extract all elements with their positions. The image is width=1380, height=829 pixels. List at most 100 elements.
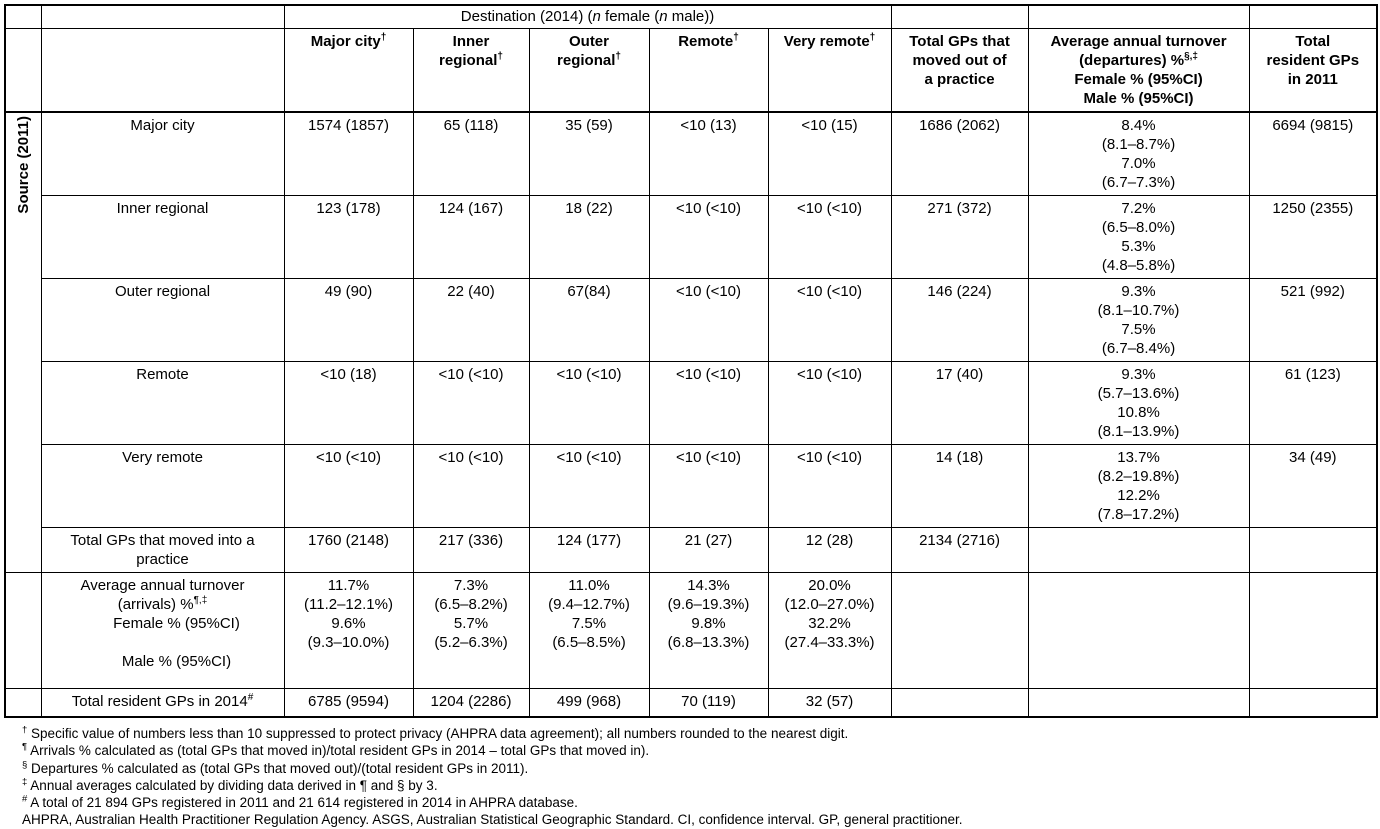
data-cell: 14 (18): [890, 444, 1029, 528]
data-cell: 271 (372): [890, 195, 1029, 279]
data-cell: 1574 (1857): [283, 111, 414, 196]
data-cell: <10 (<10): [648, 278, 769, 362]
table-row-remote: Remote <10 (18) <10 (<10) <10 (<10) <10 …: [5, 361, 1378, 445]
turnover-cell: 9.3% (8.1–10.7%) 7.5% (6.7–8.4%): [1027, 278, 1250, 362]
row-label-inner-regional: Inner regional: [40, 195, 285, 279]
data-cell: 499 (968): [528, 688, 650, 718]
empty-cell: [1027, 688, 1250, 718]
data-cell: 2134 (2716): [890, 527, 1029, 573]
col-header-total-resident-2011: Total resident GPs in 2011: [1248, 28, 1378, 113]
footnote: § Departures % calculated as (total GPs …: [22, 759, 529, 776]
data-cell: 35 (59): [528, 111, 650, 196]
empty-header-cell: [890, 4, 1029, 29]
data-cell: 32 (57): [767, 688, 892, 718]
data-cell: 34 (49): [1248, 444, 1378, 528]
data-cell: 21 (27): [648, 527, 769, 573]
table-row-total-moved-in: Total GPs that moved into a practice 176…: [5, 527, 1378, 573]
destination-header-row: Destination (2014) (n female (n male)): [4, 4, 1378, 29]
table-row-turnover-arrivals: Average annual turnover (arrivals) %¶,‡ …: [4, 572, 1378, 689]
dagger-sup: †: [497, 51, 503, 62]
row-label-total-moved-in: Total GPs that moved into a practice: [40, 527, 285, 573]
data-cell: <10 (<10): [283, 444, 414, 528]
footnotes: † Specific value of numbers less than 10…: [22, 725, 1380, 829]
corner-cell: [4, 28, 42, 113]
data-cell: 12 (28): [767, 527, 892, 573]
dagger-sup: †: [615, 51, 621, 62]
data-cell: <10 (<10): [648, 195, 769, 279]
empty-header-cell: [1248, 4, 1378, 29]
empty-header-cell: [1027, 4, 1250, 29]
col-header-turnover-departures: Average annual turnover (departures) %§,‡…: [1027, 28, 1250, 113]
arrivals-cell: 11.7% (11.2–12.1%) 9.6% (9.3–10.0%): [283, 572, 414, 689]
data-cell: 1250 (2355): [1248, 195, 1378, 279]
table-row-inner-regional: Inner regional 123 (178) 124 (167) 18 (2…: [5, 195, 1378, 279]
data-cell: 123 (178): [283, 195, 414, 279]
section-dagger-sup: §,‡: [1184, 51, 1198, 62]
data-cell: <10 (<10): [412, 361, 530, 445]
source-2011-vertical-label: Source (2011): [4, 111, 42, 573]
col-header-total-moved-out: Total GPs that moved out of a practice: [890, 28, 1029, 113]
data-cell: 1686 (2062): [890, 111, 1029, 196]
destination-n-italic: n: [659, 8, 668, 25]
turnover-cell: 13.7% (8.2–19.8%) 12.2% (7.8–17.2%): [1027, 444, 1250, 528]
corner-cell: [4, 4, 42, 29]
empty-cell: [1248, 572, 1378, 689]
data-cell: 49 (90): [283, 278, 414, 362]
empty-cell: [1248, 688, 1378, 718]
data-cell: <10 (<10): [767, 195, 892, 279]
table-row-major-city: Source (2011) Major city 1574 (1857) 65 …: [4, 111, 1378, 573]
data-cell: 1760 (2148): [283, 527, 414, 573]
data-cell: 521 (992): [1248, 278, 1378, 362]
arrivals-cell: 20.0% (12.0–27.0%) 32.2% (27.4–33.3%): [767, 572, 892, 689]
data-cell: <10 (<10): [528, 361, 650, 445]
empty-cell: [890, 688, 1029, 718]
table-row-outer-regional: Outer regional 49 (90) 22 (40) 67(84) <1…: [5, 278, 1378, 362]
empty-cell: [890, 572, 1029, 689]
col-header-outer-regional: Outer regional†: [528, 28, 650, 113]
empty-cell: [4, 688, 42, 718]
dagger-sup: †: [733, 32, 739, 43]
hash-sup: #: [247, 692, 254, 703]
footnote-abbreviations: AHPRA, Australian Health Practitioner Re…: [22, 812, 963, 828]
col-header-very-remote: Very remote†: [767, 28, 892, 113]
corner-cell: [40, 4, 285, 29]
destination-text: male)): [667, 8, 715, 25]
section-sup: §: [22, 759, 28, 771]
row-label-remote: Remote: [40, 361, 285, 445]
data-cell: <10 (<10): [648, 444, 769, 528]
data-cell: 17 (40): [890, 361, 1029, 445]
pilcrow-sup: ¶: [22, 741, 28, 753]
data-cell: <10 (<10): [767, 444, 892, 528]
corner-cell: [40, 28, 285, 113]
footnote: # A total of 21 894 GPs registered in 20…: [22, 793, 578, 811]
row-label-very-remote: Very remote: [40, 444, 285, 528]
destination-text: Destination (2014) (: [460, 8, 593, 25]
empty-cell: [1027, 527, 1250, 573]
gp-mobility-table: Destination (2014) (n female (n male)) M…: [4, 4, 1379, 718]
footnote: ‡ Annual averages calculated by dividing…: [22, 776, 438, 793]
turnover-cell: 7.2% (6.5–8.0%) 5.3% (4.8–5.8%): [1027, 195, 1250, 279]
row-label-outer-regional: Outer regional: [40, 278, 285, 362]
data-cell: 22 (40): [412, 278, 530, 362]
pilcrow-dagger-sup: ¶,‡: [193, 595, 208, 606]
table-row-very-remote: Very remote <10 (<10) <10 (<10) <10 (<10…: [5, 444, 1378, 528]
destination-n-italic: n: [592, 8, 601, 25]
turnover-cell: 8.4% (8.1–8.7%) 7.0% (6.7–7.3%): [1027, 111, 1250, 196]
empty-cell: [1248, 527, 1378, 573]
document-page: Destination (2014) (n female (n male)) M…: [4, 4, 1379, 828]
table-row-total-resident-2014: Total resident GPs in 2014# 6785 (9594) …: [4, 688, 1378, 718]
data-cell: 65 (118): [412, 111, 530, 196]
col-header-inner-regional: Inner regional†: [412, 28, 530, 113]
destination-header: Destination (2014) (n female (n male)): [283, 4, 892, 29]
data-cell: 6694 (9815): [1248, 111, 1378, 196]
data-cell: 70 (119): [648, 688, 769, 718]
row-label-turnover-arrivals: Average annual turnover (arrivals) %¶,‡ …: [40, 572, 285, 689]
data-cell: <10 (<10): [648, 361, 769, 445]
row-label-major-city: Major city: [40, 111, 285, 196]
data-cell: 18 (22): [528, 195, 650, 279]
arrivals-cell: 7.3% (6.5–8.2%) 5.7% (5.2–6.3%): [412, 572, 530, 689]
data-cell: <10 (<10): [412, 444, 530, 528]
data-cell: <10 (<10): [767, 361, 892, 445]
data-cell: <10 (15): [767, 111, 892, 196]
turnover-cell: 9.3% (5.7–13.6%) 10.8% (8.1–13.9%): [1027, 361, 1250, 445]
